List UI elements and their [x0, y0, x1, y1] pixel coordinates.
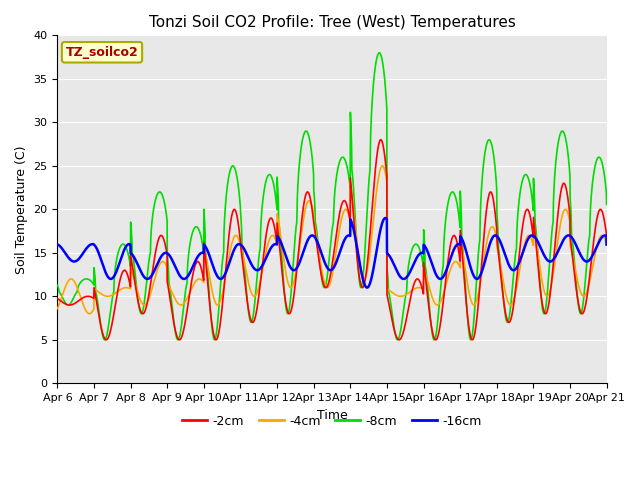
-2cm: [603, 235, 611, 240]
-2cm: [54, 296, 61, 301]
Line: -16cm: -16cm: [58, 218, 607, 288]
-4cm: [603, 241, 611, 247]
Title: Tonzi Soil CO2 Profile: Tree (West) Temperatures: Tonzi Soil CO2 Profile: Tree (West) Temp…: [148, 15, 515, 30]
-16cm: [148, 271, 156, 277]
-4cm: [86, 311, 93, 317]
-16cm: [116, 258, 124, 264]
Text: TZ_soilco2: TZ_soilco2: [66, 46, 138, 59]
-16cm: [592, 245, 600, 251]
-8cm: [264, 172, 272, 178]
-4cm: [116, 287, 124, 292]
Line: -8cm: -8cm: [58, 53, 607, 340]
-2cm: [533, 252, 541, 258]
-8cm: [592, 159, 600, 165]
-4cm: [378, 163, 386, 168]
-8cm: [148, 213, 156, 219]
Y-axis label: Soil Temperature (C): Soil Temperature (C): [15, 145, 28, 274]
-2cm: [116, 277, 124, 283]
-16cm: [54, 241, 61, 247]
-2cm: [377, 137, 385, 143]
-4cm: [264, 240, 272, 246]
-8cm: [376, 50, 383, 56]
-4cm: [592, 247, 600, 252]
-8cm: [54, 282, 61, 288]
-2cm: [432, 337, 440, 343]
X-axis label: Time: Time: [317, 408, 348, 421]
-16cm: [533, 237, 541, 243]
-2cm: [148, 267, 156, 273]
-4cm: [54, 306, 61, 312]
-2cm: [264, 222, 272, 228]
-16cm: [288, 266, 296, 272]
-8cm: [116, 244, 124, 250]
-16cm: [381, 215, 389, 221]
-8cm: [533, 239, 541, 244]
-4cm: [288, 284, 296, 289]
-16cm: [364, 285, 371, 290]
-8cm: [603, 202, 611, 207]
-4cm: [533, 243, 541, 249]
-4cm: [149, 283, 157, 289]
Legend: -2cm, -4cm, -8cm, -16cm: -2cm, -4cm, -8cm, -16cm: [177, 410, 486, 433]
-8cm: [211, 337, 218, 343]
-8cm: [288, 278, 296, 284]
-16cm: [264, 251, 272, 256]
Line: -4cm: -4cm: [58, 166, 607, 314]
Line: -2cm: -2cm: [58, 140, 607, 340]
-16cm: [603, 242, 611, 248]
-2cm: [592, 220, 600, 226]
-2cm: [288, 305, 296, 311]
